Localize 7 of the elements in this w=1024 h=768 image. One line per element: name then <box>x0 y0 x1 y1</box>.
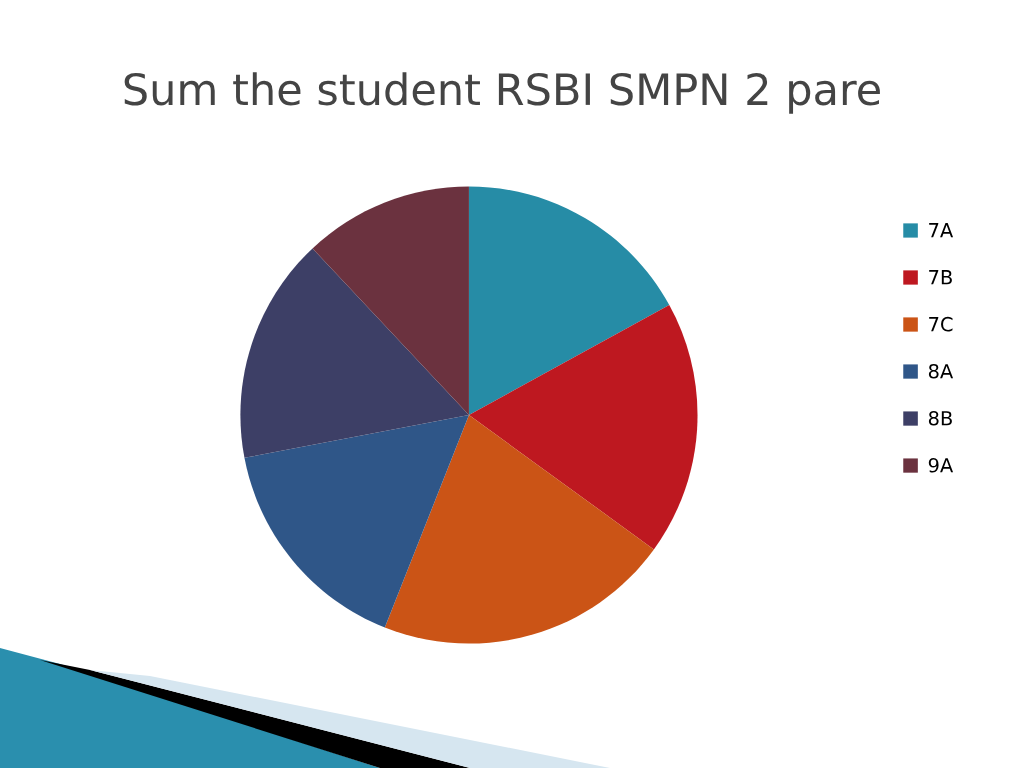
legend-label: 8A <box>928 363 954 379</box>
legend-label: 9A <box>928 457 954 473</box>
chart-title: Sum the student RSBI SMPN 2 pare <box>124 72 880 114</box>
legend-label: 7C <box>929 316 953 332</box>
legend-label: 7A <box>929 223 954 238</box>
legend-label: 7B <box>929 270 952 285</box>
legend-label: 8B <box>928 410 952 426</box>
